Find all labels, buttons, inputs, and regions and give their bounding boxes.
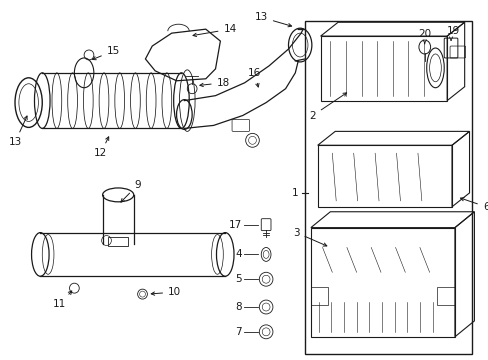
Text: 6: 6: [460, 198, 488, 212]
Text: 17: 17: [228, 220, 241, 230]
Text: 20: 20: [417, 29, 430, 39]
Bar: [305, 21, 471, 354]
Text: 5: 5: [235, 274, 241, 284]
Text: 4: 4: [235, 249, 241, 260]
Text: 16: 16: [247, 68, 261, 87]
Text: 7: 7: [235, 327, 241, 337]
Text: 10: 10: [151, 287, 181, 297]
Text: 13: 13: [254, 12, 291, 27]
Text: 2: 2: [309, 93, 346, 121]
Text: 13: 13: [8, 116, 27, 147]
Text: 15: 15: [92, 46, 120, 60]
Bar: [310, 287, 328, 305]
Text: 11: 11: [53, 291, 72, 309]
Text: 1: 1: [291, 188, 298, 198]
Bar: [437, 287, 454, 305]
Text: 3: 3: [292, 228, 326, 246]
Text: 18: 18: [200, 78, 229, 88]
Text: 8: 8: [235, 302, 241, 312]
Text: 19: 19: [446, 26, 459, 36]
Bar: [108, 237, 128, 247]
Text: 12: 12: [94, 137, 108, 158]
Text: 14: 14: [193, 24, 236, 37]
Text: 9: 9: [121, 180, 141, 202]
